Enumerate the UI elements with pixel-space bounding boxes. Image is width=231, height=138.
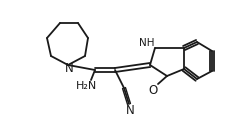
Text: N: N: [125, 104, 134, 117]
Text: NH: NH: [139, 38, 154, 48]
Text: H₂N: H₂N: [76, 81, 97, 91]
Text: N: N: [64, 63, 73, 75]
Text: O: O: [148, 83, 157, 96]
